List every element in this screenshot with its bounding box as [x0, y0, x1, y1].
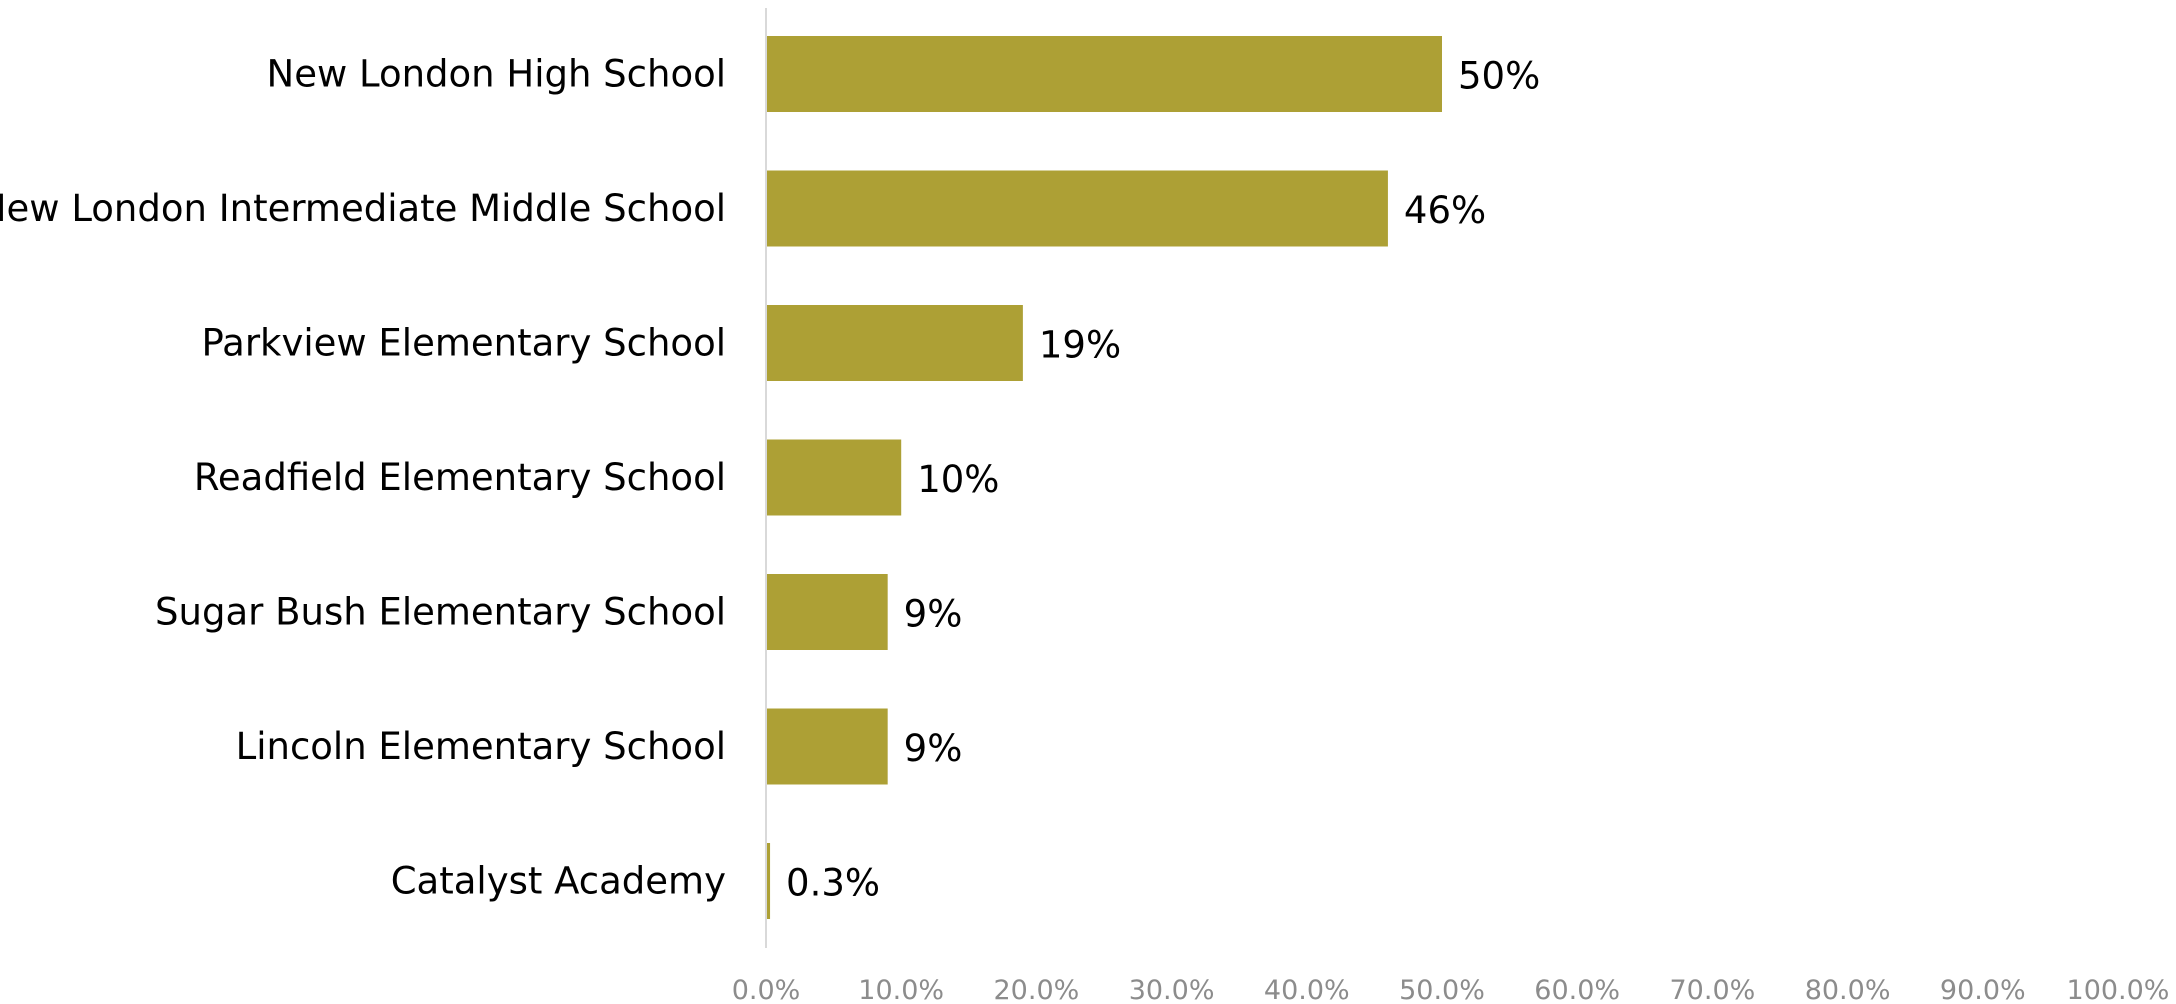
- category-label: Parkview Elementary School: [202, 322, 727, 365]
- x-tick-label: 50.0%: [1399, 975, 1485, 1004]
- bar: [766, 574, 888, 650]
- category-label: Readfield Elementary School: [194, 456, 726, 499]
- x-tick-label: 40.0%: [1264, 975, 1350, 1004]
- bar: [766, 36, 1442, 112]
- x-tick-label: 80.0%: [1805, 975, 1891, 1004]
- x-tick-label: 70.0%: [1670, 975, 1756, 1004]
- bar: [766, 305, 1023, 381]
- data-label: 19%: [1039, 324, 1121, 367]
- x-tick-label: 100.0%: [2067, 975, 2170, 1004]
- data-label: 9%: [904, 727, 963, 770]
- x-tick-label: 60.0%: [1534, 975, 1620, 1004]
- data-labels: 50% 46% 19% 10% 9% 9% 0.3%: [786, 55, 1540, 905]
- bar: [766, 170, 1388, 247]
- x-tick-label: 10.0%: [858, 975, 944, 1004]
- data-label: 10%: [917, 458, 999, 501]
- data-label: 0.3%: [786, 862, 880, 905]
- data-label: 9%: [904, 593, 963, 636]
- x-tick-label: 0.0%: [732, 975, 801, 1004]
- bars-group: [766, 36, 1442, 919]
- category-label: Lincoln Elementary School: [236, 725, 726, 768]
- category-label: Sugar Bush Elementary School: [155, 591, 726, 634]
- category-label: New London Intermediate Middle School: [0, 187, 726, 230]
- data-label: 50%: [1458, 55, 1540, 98]
- bar: [766, 439, 902, 516]
- bar: [766, 843, 771, 919]
- bar: [766, 708, 888, 785]
- x-tick-label: 20.0%: [994, 975, 1080, 1004]
- data-label: 46%: [1404, 189, 1486, 232]
- x-tick-label: 30.0%: [1129, 975, 1215, 1004]
- category-label: New London High School: [267, 53, 726, 96]
- x-axis-tick-labels: 0.0% 10.0% 20.0% 30.0% 40.0% 50.0% 60.0% 70.0% 8…: [732, 975, 2170, 1004]
- x-tick-label: 90.0%: [1940, 975, 2026, 1004]
- category-label: Catalyst Academy: [391, 860, 726, 903]
- category-labels: New London High School New London Interme…: [0, 53, 726, 903]
